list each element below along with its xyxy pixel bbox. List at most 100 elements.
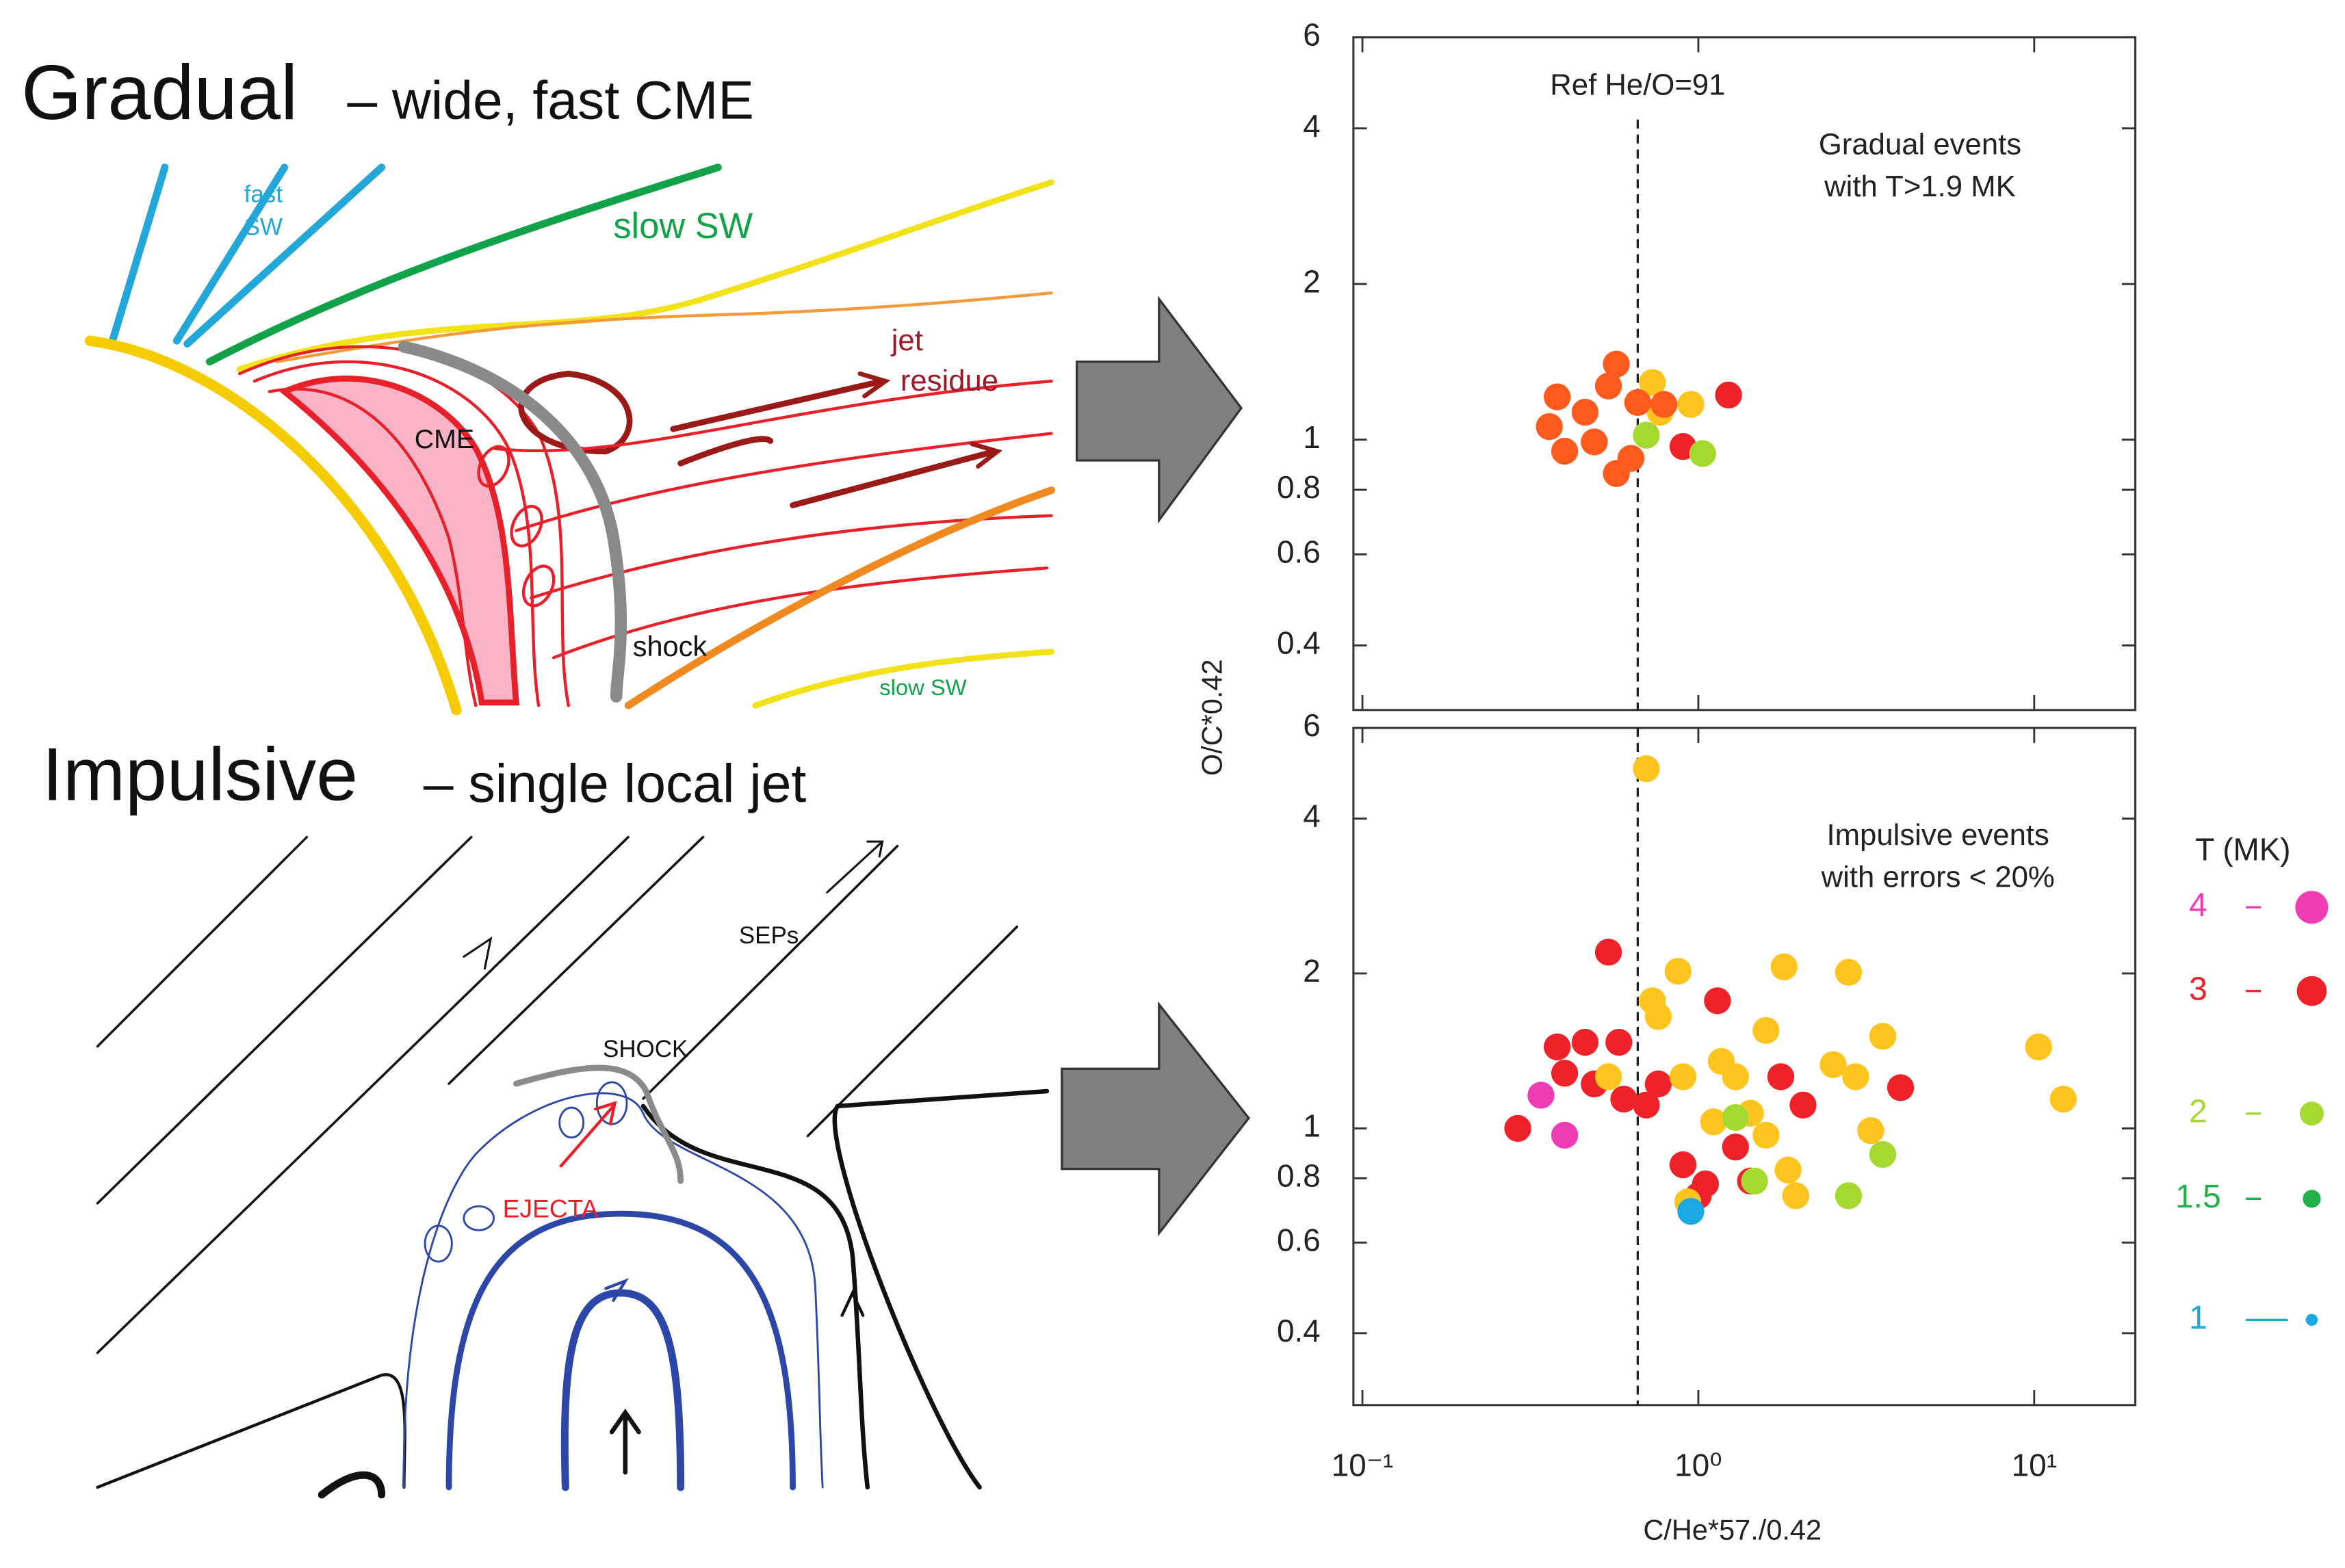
slow-sw-line (236, 179, 1054, 373)
annotation: Gradual events (1819, 128, 2021, 161)
slow-sw-line (752, 649, 1054, 709)
y-tick-label: 4 (1303, 108, 1321, 144)
y-tick-label: 4 (1303, 798, 1321, 834)
streamline (515, 432, 1053, 532)
y-axis-label: O/C*0.42 (1196, 659, 1228, 776)
diagram-label: CME (415, 424, 474, 454)
data-point (1819, 1051, 1847, 1078)
data-point (1644, 1070, 1672, 1098)
loop-line (402, 1092, 824, 1489)
y-tick-label: 0.8 (1277, 1158, 1321, 1193)
reference-label: Ref He/O=91 (1550, 68, 1725, 101)
plasmoid (463, 1205, 495, 1231)
data-point (1752, 1017, 1780, 1044)
gradual-title: Gradual (21, 49, 298, 136)
plasmoid (558, 1106, 585, 1139)
diagram-label: SW (244, 214, 283, 241)
arrow-head (857, 371, 891, 399)
data-point (1527, 1082, 1555, 1109)
impulsive-diagram (96, 835, 1050, 1499)
data-point (1741, 1167, 1768, 1195)
arrow-head (593, 1101, 617, 1126)
legend-marker (2295, 891, 2329, 924)
plasmoid (424, 1225, 453, 1263)
data-point (1770, 953, 1798, 980)
data-point (1689, 440, 1716, 467)
data-point (1752, 1121, 1780, 1149)
field-line (96, 835, 309, 1048)
data-point (1789, 1091, 1817, 1119)
data-point (1571, 1028, 1599, 1056)
block-arrow (1076, 296, 1243, 524)
plasmoid (477, 445, 510, 488)
data-point (1617, 445, 1645, 472)
diagram-label: fast (244, 181, 283, 207)
data-point (1715, 381, 1742, 409)
data-point (1594, 372, 1622, 400)
diagram-label: EJECTA (503, 1194, 599, 1223)
data-point (1644, 1003, 1672, 1030)
loop-line (560, 1289, 685, 1491)
gradual-subtitle: – wide, fast CME (347, 70, 753, 131)
data-point (1869, 1140, 1897, 1168)
data-point (1544, 1033, 1571, 1060)
y-tick-label: 0.4 (1277, 1313, 1321, 1348)
data-point (1594, 939, 1622, 966)
arrow-head (463, 936, 493, 970)
data-point (1551, 437, 1579, 465)
arrow-head (866, 840, 884, 858)
seps-arrow (826, 840, 884, 893)
field-line (96, 1373, 406, 1489)
diagram-label: residue (901, 364, 998, 397)
data-point (1842, 1063, 1869, 1090)
data-point (1610, 1085, 1637, 1113)
y-tick-label: 6 (1303, 17, 1321, 53)
fast-sw-line (172, 164, 289, 345)
legend-label: 2 (2189, 1093, 2207, 1129)
streamline (492, 379, 1053, 453)
x-tick-label: 10¹ (2012, 1448, 2057, 1483)
annotation: with T>1.9 MK (1824, 170, 2016, 203)
legend-marker (2296, 976, 2327, 1006)
arrow-head (609, 1409, 641, 1435)
x-axis-label: C/He*57./0.42 (1643, 1514, 1822, 1546)
annotation: with errors < 20% (1821, 860, 2055, 893)
legend-label: 4 (2189, 887, 2207, 924)
slow-sw-line (205, 164, 722, 366)
legend-marker (2299, 1101, 2324, 1126)
diagram-label: SHOCK (603, 1036, 688, 1062)
data-point (1650, 391, 1678, 418)
plasmoid (510, 504, 543, 548)
y-tick-label: 2 (1303, 263, 1321, 299)
loop-line (445, 1210, 796, 1491)
field-line (96, 835, 473, 1205)
diagram-label: SEPs (739, 922, 799, 949)
data-point (1544, 383, 1571, 410)
y-tick-label: 6 (1303, 707, 1321, 743)
data-point (1677, 391, 1705, 418)
field-line (642, 844, 899, 1100)
data-point (1869, 1023, 1897, 1050)
data-point (1722, 1063, 1749, 1090)
streamline (275, 291, 1053, 363)
data-point (1504, 1114, 1531, 1142)
legend-marker (2305, 1314, 2318, 1327)
data-point (1603, 350, 1630, 378)
solar-limb (84, 335, 462, 716)
data-point (1551, 1060, 1579, 1087)
data-point (1887, 1074, 1915, 1101)
x-tick-label: 10⁻¹ (1332, 1448, 1394, 1483)
impulsive-subtitle: – single local jet (424, 753, 807, 813)
data-point (1605, 1028, 1633, 1056)
jet-arrow (670, 378, 885, 432)
data-point (1633, 421, 1660, 449)
x-tick-label: 10⁰ (1674, 1448, 1722, 1483)
data-point (1669, 1063, 1697, 1090)
data-point (1774, 1156, 1802, 1184)
y-tick-label: 1 (1303, 419, 1321, 455)
data-point (1664, 958, 1692, 985)
shock-front (513, 1064, 684, 1184)
data-point (1594, 1063, 1622, 1090)
y-tick-label: 0.8 (1277, 469, 1321, 505)
impulsive-title: Impulsive (42, 733, 358, 816)
